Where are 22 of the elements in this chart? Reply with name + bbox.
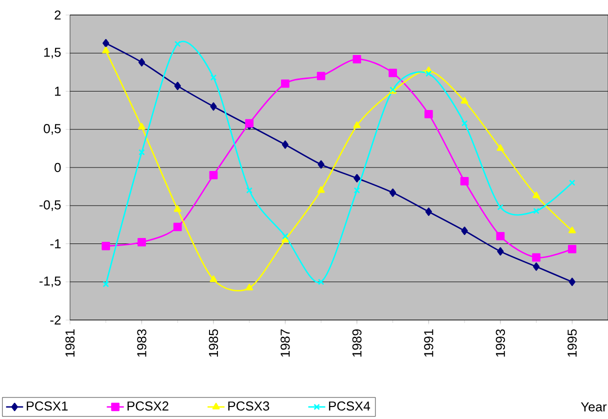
x-tick-label: 1993 [496,329,505,357]
x-axis-title: Year [580,402,607,412]
y-tick-label: -0,5 [40,200,61,211]
x-tick-label: 1981 [65,329,75,357]
y-tick-label: 1,5 [44,48,61,58]
legend-label: PCSX4 [329,401,370,411]
y-tick-label: 0 [54,162,61,172]
x-tick-label: 1991 [424,329,434,357]
legend-label: PCSX1 [26,401,68,411]
y-tick-label: 1 [55,86,61,96]
y-tick-label: -1 [50,239,61,248]
y-tick-label: -2 [50,315,61,325]
y-tick-label: 2 [54,10,61,20]
x-tick-label: 1995 [568,329,577,357]
y-tick-label: 0,5 [44,124,61,135]
legend-label: PCSX2 [128,401,168,411]
y-tick-label: -1,5 [40,276,61,288]
x-tick-label: 1987 [280,329,290,357]
x-tick-label: 1983 [137,329,146,357]
x-tick-label: 1989 [352,329,362,357]
legend-label: PCSX3 [228,401,270,411]
x-tick-label: 1985 [208,329,218,357]
